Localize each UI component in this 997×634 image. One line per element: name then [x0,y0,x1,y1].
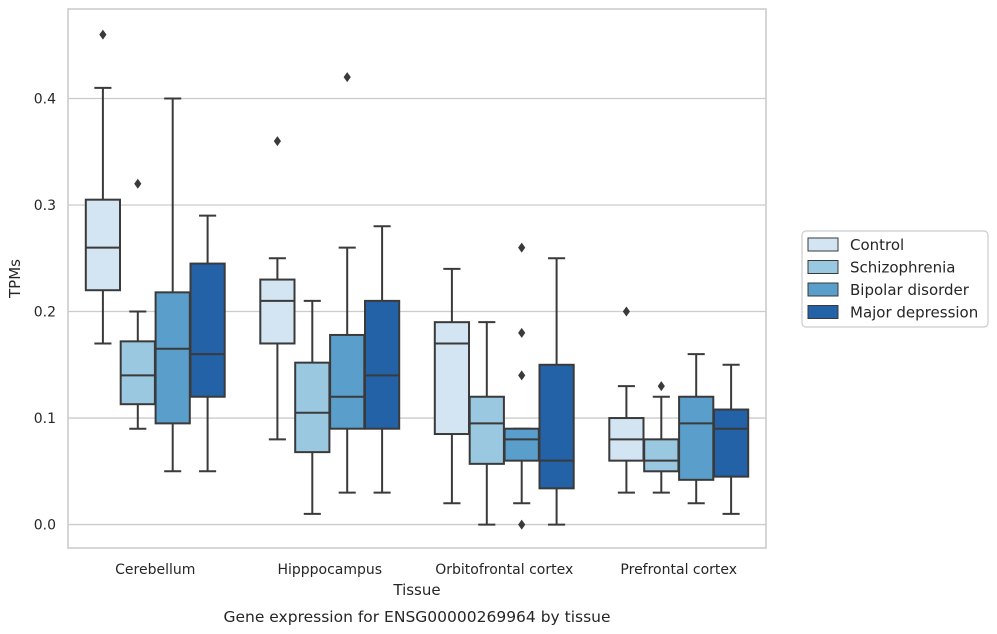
outlier-marker [622,306,630,317]
box-iqr [503,427,540,462]
category-group [608,306,750,515]
box-iqr [329,333,366,430]
box-plot [84,29,122,345]
box-plot [189,214,226,473]
box-iqr [678,395,715,481]
x-tick-labels: Cerebellum Hipppocampus Orbitofrontal cort… [115,562,737,578]
legend-label: Control [850,236,904,254]
box-plot-groups [84,29,750,530]
outlier-marker [657,381,665,392]
outlier-marker [134,178,142,189]
category-group [259,72,401,515]
box-iqr [294,361,331,454]
box-iqr [643,438,680,473]
legend-label: Major depression [850,304,978,322]
category-group [433,242,575,530]
box-plot [363,225,401,494]
legend-swatch [807,282,839,297]
box-iqr [119,340,156,406]
box-plot [503,242,540,530]
legend-label: Schizophrenia [850,259,955,277]
legend-label: Bipolar disorder [850,281,970,299]
box-plot [643,381,680,494]
legend-item: Bipolar disorder [807,281,970,299]
legend-swatch [807,305,839,319]
legend-swatch [807,260,839,274]
legend-frame [801,230,989,328]
box-iqr [712,408,750,478]
x-tick-label: Hipppocampus [277,562,382,578]
legend-item: Control [807,236,904,254]
box-plot [329,72,366,494]
outlier-marker [273,136,281,147]
box-plot [608,306,645,494]
outlier-marker [518,519,526,530]
box-plot [678,353,715,505]
y-tick-labels: 0.0 0.1 0.2 0.3 0.4 [34,91,56,533]
box-iqr [189,262,226,398]
category-group [84,29,226,473]
x-tick-label: Cerebellum [115,562,195,578]
box-plot [119,178,156,430]
y-tick-label: 0.2 [34,305,56,321]
box-plot [468,321,505,526]
box-iqr [259,278,296,345]
box-iqr [84,198,122,292]
outlier-marker [518,370,526,381]
legend: Control Schizophrenia Bipolar disorder Majo… [801,230,989,328]
legend-item: Schizophrenia [807,259,955,277]
box-iqr [468,395,505,465]
y-tick-label: 0.0 [34,518,56,534]
box-plot [712,363,750,515]
y-tick-label: 0.3 [34,198,56,214]
box-iqr [154,291,191,425]
outlier-marker [518,327,526,338]
box-plot [433,267,471,505]
box-iqr [363,299,401,430]
outlier-marker [343,72,351,83]
y-tick-label: 0.4 [34,91,56,107]
box-iqr [433,321,471,436]
x-axis-label: Tissue [392,581,440,599]
x-tick-label: Orbitofrontal cortex [435,562,573,578]
plot-frame [67,8,767,549]
outlier-marker [99,29,107,40]
box-plot [538,257,575,526]
legend-item: Major depression [807,304,978,322]
y-tick-label: 0.1 [34,411,56,427]
chart-caption: Gene expression for ENSG00000269964 by t… [223,608,610,626]
box-iqr [538,363,575,490]
y-axis-label: TPMs [6,259,24,299]
x-tick-label: Prefrontal cortex [620,562,737,578]
box-plot [259,136,296,441]
box-plot [294,299,331,515]
box-plot [154,97,191,473]
legend-swatch [807,237,839,252]
outlier-marker [518,242,526,253]
